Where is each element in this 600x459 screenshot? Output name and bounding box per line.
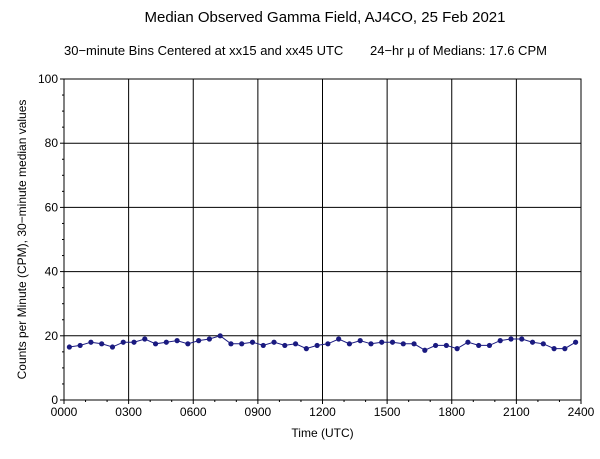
data-point (88, 339, 94, 345)
data-point (120, 339, 126, 345)
data-point (228, 341, 234, 347)
data-point (271, 339, 277, 345)
x-tick-label: 0900 (245, 405, 272, 419)
grid (64, 79, 581, 400)
data-point (292, 341, 299, 347)
x-tick-label: 0600 (180, 405, 207, 419)
data-point (551, 346, 557, 352)
data-point (303, 346, 309, 352)
data-point (465, 339, 471, 345)
data-point (152, 341, 159, 347)
chart-subtitle-bins: 30−minute Bins Centered at xx15 and xx45… (64, 43, 344, 58)
data-point (314, 342, 320, 349)
data-point (77, 342, 83, 349)
axis-ticks: 0000 0300 0600 0900 1200 1500 1800 2100 2400 0 20 4… (38, 72, 595, 419)
data-point (497, 338, 503, 344)
data-point (443, 342, 449, 349)
y-tick-label: 0 (51, 393, 58, 407)
data-point (66, 344, 72, 350)
y-axis-label: Counts per Minute (CPM), 30−minute media… (15, 100, 29, 380)
data-point (325, 341, 331, 347)
y-tick-label: 100 (38, 72, 58, 86)
x-tick-label: 0300 (115, 405, 142, 419)
data-point (163, 339, 169, 345)
data-point (422, 347, 428, 353)
data-point (260, 342, 266, 349)
data-point (411, 341, 417, 347)
y-tick-label: 60 (45, 200, 59, 214)
data-point (486, 342, 493, 349)
data-point (508, 336, 514, 342)
data-point (400, 341, 406, 347)
x-tick-label: 1200 (309, 405, 336, 419)
data-point (206, 336, 213, 342)
data-point (131, 339, 137, 345)
x-axis-label: Time (UTC) (291, 426, 353, 440)
data-point (99, 341, 105, 347)
data-point (529, 339, 536, 345)
data-point (379, 339, 385, 345)
data-point (540, 341, 546, 347)
data-point (346, 341, 353, 347)
data-point (519, 336, 525, 342)
data-point (432, 342, 439, 349)
data-point (249, 339, 256, 345)
chart-title: Median Observed Gamma Field, AJ4CO, 25 F… (144, 9, 506, 26)
y-tick-label: 20 (45, 329, 59, 343)
data-point (109, 344, 116, 350)
y-tick-label: 40 (45, 265, 59, 279)
data-point (185, 341, 191, 347)
data-point (174, 338, 180, 344)
x-tick-label: 1800 (438, 405, 465, 419)
data-point (368, 341, 374, 347)
data-point (573, 339, 579, 345)
data-point (389, 339, 396, 345)
chart-subtitle-mean: 24−hr μ of Medians: 17.6 CPM (370, 43, 547, 58)
data-point (562, 346, 568, 352)
series-layer (66, 333, 579, 353)
data-point (239, 341, 245, 347)
x-tick-label: 0000 (51, 405, 78, 419)
data-point (476, 342, 482, 349)
data-point (454, 346, 460, 352)
data-point (282, 342, 288, 349)
data-point (217, 333, 223, 339)
data-point (142, 336, 148, 342)
x-tick-label: 2400 (568, 405, 595, 419)
x-tick-label: 2100 (503, 405, 530, 419)
x-tick-label: 1500 (374, 405, 401, 419)
data-point (357, 338, 363, 344)
data-point (336, 336, 342, 342)
y-tick-label: 80 (45, 136, 59, 150)
data-point (196, 338, 202, 344)
